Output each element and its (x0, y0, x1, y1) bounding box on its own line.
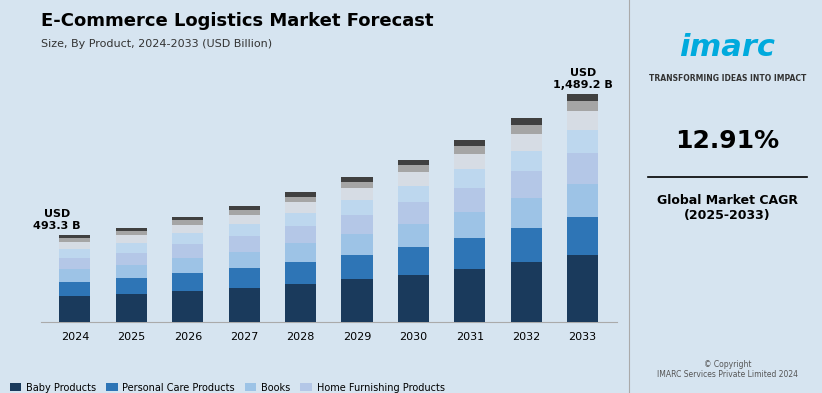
Bar (59, 235, 90, 238)
Bar (510, 198, 542, 228)
Bar (341, 188, 372, 200)
Bar (567, 184, 598, 217)
Bar (59, 281, 90, 296)
Bar (341, 182, 372, 188)
Text: 12.91%: 12.91% (676, 129, 779, 154)
Bar (398, 165, 429, 172)
Bar (173, 233, 203, 244)
Bar (116, 231, 147, 235)
Bar (285, 213, 316, 226)
Bar (341, 200, 372, 215)
Bar (341, 279, 372, 322)
Text: © Copyright
IMARC Services Private Limited 2024: © Copyright IMARC Services Private Limit… (657, 360, 798, 379)
Bar (455, 154, 485, 169)
Bar (116, 243, 147, 253)
Bar (567, 101, 598, 112)
Bar (173, 217, 203, 220)
Bar (229, 209, 260, 215)
Bar (116, 235, 147, 243)
Text: E-Commerce Logistics Market Forecast: E-Commerce Logistics Market Forecast (41, 12, 433, 30)
Bar (116, 278, 147, 294)
Bar (455, 238, 485, 269)
Bar (510, 134, 542, 151)
Bar (173, 273, 203, 291)
Text: TRANSFORMING IDEAS INTO IMPACT: TRANSFORMING IDEAS INTO IMPACT (649, 74, 806, 83)
Bar (285, 192, 316, 196)
Bar (116, 294, 147, 322)
Bar (567, 255, 598, 322)
Bar (510, 263, 542, 322)
Bar (285, 226, 316, 243)
Bar (173, 291, 203, 322)
Bar (285, 196, 316, 202)
Text: Size, By Product, 2024-2033 (USD Billion): Size, By Product, 2024-2033 (USD Billion… (41, 39, 272, 49)
Bar (510, 228, 542, 263)
Bar (567, 153, 598, 184)
Bar (229, 288, 260, 322)
Bar (455, 169, 485, 188)
Bar (510, 171, 542, 198)
Bar (567, 94, 598, 101)
Bar (173, 258, 203, 273)
Bar (398, 274, 429, 322)
Bar (398, 247, 429, 274)
Bar (341, 177, 372, 182)
Text: USD
1,489.2 B: USD 1,489.2 B (552, 68, 612, 90)
Text: Global Market CAGR
(2025-2033): Global Market CAGR (2025-2033) (657, 194, 798, 222)
Bar (510, 125, 542, 134)
Bar (285, 202, 316, 213)
Bar (567, 217, 598, 255)
Bar (229, 236, 260, 252)
Bar (285, 262, 316, 284)
Bar (285, 243, 316, 262)
Bar (398, 172, 429, 185)
Bar (116, 228, 147, 231)
Bar (173, 244, 203, 258)
Bar (510, 118, 542, 125)
Bar (455, 188, 485, 212)
Bar (455, 140, 485, 146)
Bar (173, 225, 203, 233)
Bar (59, 296, 90, 322)
Bar (116, 253, 147, 265)
Bar (455, 146, 485, 154)
Bar (567, 130, 598, 153)
Bar (173, 220, 203, 225)
Bar (341, 234, 372, 255)
Bar (229, 252, 260, 268)
Bar (567, 112, 598, 130)
Bar (59, 258, 90, 269)
Bar (398, 202, 429, 224)
Bar (59, 249, 90, 258)
Text: USD
493.3 B: USD 493.3 B (33, 209, 81, 231)
Bar (510, 151, 542, 171)
Bar (229, 268, 260, 288)
Bar (116, 265, 147, 278)
Bar (455, 269, 485, 322)
Bar (398, 185, 429, 202)
Bar (341, 255, 372, 279)
Bar (229, 206, 260, 209)
Bar (341, 215, 372, 234)
Bar (229, 215, 260, 224)
Bar (229, 224, 260, 236)
Bar (398, 224, 429, 247)
Text: imarc: imarc (680, 33, 775, 62)
Bar (285, 284, 316, 322)
Bar (59, 242, 90, 249)
Bar (59, 269, 90, 281)
Bar (398, 160, 429, 165)
Bar (455, 212, 485, 238)
Bar (59, 238, 90, 242)
